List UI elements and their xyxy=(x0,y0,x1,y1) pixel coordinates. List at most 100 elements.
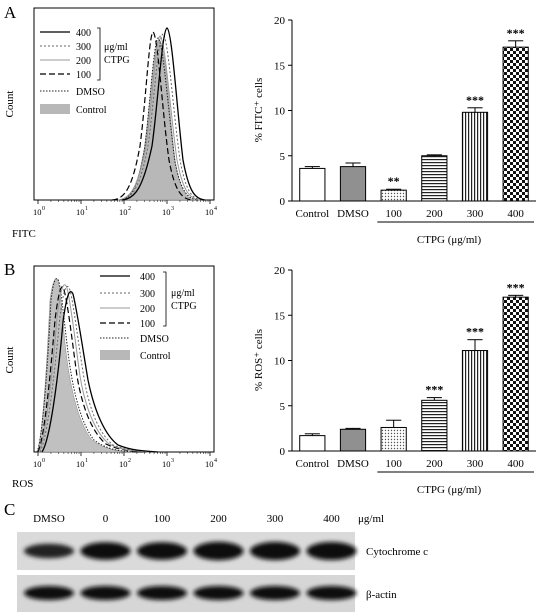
bar-a-category-label: 200 xyxy=(426,208,443,220)
western-band xyxy=(250,586,300,600)
bar-a-category-label: 100 xyxy=(385,208,402,220)
western-band xyxy=(24,543,74,559)
flow-b-dmso-curve xyxy=(36,278,135,453)
flow-tick-label: 10 xyxy=(119,207,128,217)
bar-b-category-label: 400 xyxy=(507,458,524,470)
bar-b-significance: *** xyxy=(507,280,525,294)
western-lane-label: DMSO xyxy=(33,513,65,525)
bar-a-y-tick-label: 10 xyxy=(274,106,286,118)
bar-b-significance: *** xyxy=(425,383,443,397)
flow-tick-exp: 4 xyxy=(214,206,217,212)
flow-a-x-ticks: 10 0 10 1 10 2 10 3 10 4 xyxy=(33,200,217,217)
bar-a-y-tick-label: 20 xyxy=(274,15,286,27)
flow-tick-label: 10 xyxy=(76,459,85,469)
flow-b-300-curve xyxy=(39,285,154,453)
flow-a-300-curve xyxy=(119,33,203,201)
bar-b-200 xyxy=(421,399,448,452)
bar-b-100 xyxy=(380,426,407,452)
bar-a-category-label: 300 xyxy=(467,208,484,220)
western-row-label-cytochrome-c: Cytochrome c xyxy=(366,546,428,558)
western-band xyxy=(250,541,300,561)
bar-chart-a: % FITC⁺ cells CTPG (μg/ml) 0 5 10 15 20 Contr… xyxy=(253,15,536,246)
bar-a-category-label: Control xyxy=(296,208,330,220)
bar-b-400 xyxy=(502,296,529,452)
flow-tick-label: 10 xyxy=(205,207,214,217)
bar-a-y-tick-label: 0 xyxy=(280,196,286,208)
bar-a-category-label: 400 xyxy=(507,208,524,220)
flow-tick-label: 10 xyxy=(76,207,85,217)
flow-a-200-curve xyxy=(117,35,201,201)
western-unit-label: μg/ml xyxy=(358,513,384,525)
bar-a-y-tick-label: 15 xyxy=(274,60,286,72)
flow-tick-exp: 2 xyxy=(128,458,131,464)
bar-a-400 xyxy=(502,46,529,202)
bar-b-dmso xyxy=(339,428,367,452)
flow-legend-a: 400 300 200 100 DMSO Control μg/ml CTPG xyxy=(40,27,130,116)
bar-b-300 xyxy=(461,350,489,452)
bar-a-ylabel: % FITC⁺ cells xyxy=(253,78,265,142)
flow-tick-exp: 3 xyxy=(171,458,174,464)
western-lane-label: 400 xyxy=(323,513,340,525)
western-row-label-beta-actin: β-actin xyxy=(366,589,397,601)
bar-a-y-tick-label: 5 xyxy=(280,151,286,163)
flow-b-control-fill xyxy=(36,278,133,453)
flow-a-legend-unit: μg/ml xyxy=(104,42,128,53)
bar-b-category-label: DMSO xyxy=(337,458,369,470)
panel-label-b: B xyxy=(4,260,15,279)
flow-b-legend-drug: CTPG xyxy=(171,301,197,312)
flow-b-legend-control: Control xyxy=(140,351,171,362)
western-lane-label: 300 xyxy=(267,513,284,525)
panel-label-a: A xyxy=(4,3,17,22)
bar-b-category-label: Control xyxy=(296,458,330,470)
bar-b-y-tick-label: 5 xyxy=(280,401,286,413)
western-band xyxy=(137,586,187,600)
flow-tick-exp: 0 xyxy=(42,206,45,212)
flow-b-legend-200: 200 xyxy=(140,304,155,315)
flow-b-legend-100: 100 xyxy=(140,319,155,330)
bar-a-100 xyxy=(380,189,407,202)
bar-b-y-tick-label: 10 xyxy=(274,356,286,368)
flow-a-legend-400: 400 xyxy=(76,28,91,39)
western-lane-label: 200 xyxy=(210,513,227,525)
flow-tick-exp: 0 xyxy=(42,458,45,464)
flow-b-xlabel: ROS xyxy=(12,478,33,490)
flow-histogram-a: Count FITC 10 0 10 1 10 2 10 3 10 4 xyxy=(4,7,217,240)
bar-b-significance: *** xyxy=(466,325,484,339)
flow-histogram-b: Count ROS 10 0 10 1 10 2 10 3 10 4 xyxy=(4,265,217,490)
western-band xyxy=(137,542,187,560)
bar-b-y-tick-label: 15 xyxy=(274,310,286,322)
flow-tick-label: 10 xyxy=(33,207,42,217)
bar-b-group-label: CTPG (μg/ml) xyxy=(417,484,482,496)
flow-a-legend-100: 100 xyxy=(76,70,91,81)
western-band xyxy=(80,542,131,560)
flow-b-ylabel: Count xyxy=(4,347,16,374)
flow-a-100-curve xyxy=(111,31,193,201)
western-band xyxy=(24,586,74,600)
flow-tick-label: 10 xyxy=(33,459,42,469)
bar-chart-b: % ROS⁺ cells CTPG (μg/ml) 0 5 10 15 20 Contro… xyxy=(253,265,536,496)
flow-b-400-curve xyxy=(41,290,159,453)
bar-b-category-label: 300 xyxy=(467,458,484,470)
western-band xyxy=(306,586,357,600)
bar-a-dmso xyxy=(339,166,367,202)
bar-a-control xyxy=(299,167,326,202)
flow-tick-exp: 2 xyxy=(128,206,131,212)
western-blot: μg/ml Cytochrome c β-actin DMSO 0 100 200 30… xyxy=(17,513,428,612)
flow-b-100-curve xyxy=(37,286,147,453)
bar-a-category-label: DMSO xyxy=(337,208,369,220)
bar-a-200 xyxy=(421,155,448,202)
bar-a-significance: *** xyxy=(466,93,484,107)
bar-a-300 xyxy=(461,111,489,202)
flow-a-legend-300: 300 xyxy=(76,42,91,53)
western-band xyxy=(193,586,244,600)
bar-b-ylabel: % ROS⁺ cells xyxy=(253,329,265,391)
western-lane-label: 0 xyxy=(103,513,109,525)
flow-a-ylabel: Count xyxy=(4,91,16,118)
flow-b-x-ticks: 10 0 10 1 10 2 10 3 10 4 xyxy=(33,452,217,469)
bar-b-y-tick-label: 20 xyxy=(274,265,286,277)
flow-b-legend-unit: μg/ml xyxy=(171,288,195,299)
western-band xyxy=(193,541,244,561)
flow-legend-b: 400 300 200 100 DMSO Control μg/ml CTPG xyxy=(100,271,197,362)
bar-a-significance: *** xyxy=(507,26,525,40)
panel-label-c: C xyxy=(4,500,15,519)
